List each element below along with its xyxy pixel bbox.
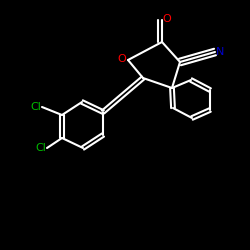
Text: N: N bbox=[216, 47, 225, 57]
Text: Cl: Cl bbox=[30, 102, 41, 112]
Text: O: O bbox=[162, 14, 171, 24]
Text: Cl: Cl bbox=[35, 143, 46, 153]
Text: O: O bbox=[118, 54, 126, 64]
